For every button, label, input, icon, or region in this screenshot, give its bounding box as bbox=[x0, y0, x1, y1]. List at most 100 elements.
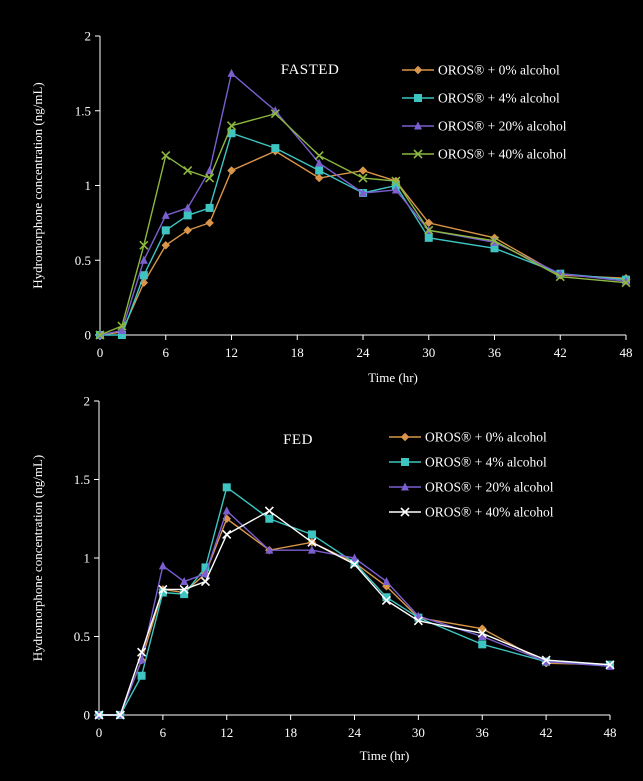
data-point bbox=[183, 211, 192, 220]
data-point bbox=[183, 203, 192, 212]
data-point bbox=[413, 616, 423, 626]
legend-label: OROS® + 20% alcohol bbox=[438, 119, 567, 134]
legend-entry: OROS® + 40% alcohol bbox=[402, 147, 567, 162]
y-tick-label: 1 bbox=[84, 551, 91, 566]
legend-label: OROS® + 40% alcohol bbox=[438, 147, 567, 162]
data-point bbox=[227, 129, 236, 138]
data-point bbox=[137, 647, 147, 657]
data-point bbox=[264, 506, 274, 516]
chart-title: FED bbox=[283, 432, 313, 448]
x-tick-label: 18 bbox=[291, 345, 304, 360]
data-point bbox=[222, 506, 231, 515]
legend-swatch-marker bbox=[400, 507, 410, 517]
legend-swatch-marker bbox=[414, 94, 422, 102]
data-point bbox=[424, 233, 433, 242]
data-point bbox=[137, 671, 146, 680]
legend-entry: OROS® + 0% alcohol bbox=[389, 430, 547, 445]
legend-swatch-marker bbox=[401, 482, 409, 491]
data-point bbox=[137, 655, 146, 664]
data-point bbox=[382, 593, 391, 602]
data-point bbox=[349, 559, 360, 569]
legend-swatch-marker bbox=[401, 458, 409, 466]
data-point bbox=[222, 529, 232, 540]
data-point bbox=[424, 225, 434, 235]
legend-label: OROS® + 0% alcohol bbox=[438, 63, 560, 78]
x-tick-label: 30 bbox=[412, 725, 425, 740]
data-point bbox=[183, 165, 193, 176]
data-point bbox=[200, 576, 211, 587]
y-tick-label: 0 bbox=[84, 708, 91, 723]
data-point bbox=[541, 655, 551, 665]
legend-label: OROS® + 4% alcohol bbox=[438, 91, 560, 106]
legend-entry: OROS® + 4% alcohol bbox=[389, 455, 547, 470]
data-point bbox=[477, 628, 487, 638]
data-point bbox=[161, 151, 171, 161]
series-2 bbox=[96, 68, 630, 339]
x-tick-label: 0 bbox=[97, 345, 104, 360]
x-tick-label: 48 bbox=[604, 725, 617, 740]
data-point bbox=[490, 244, 499, 253]
data-point bbox=[95, 330, 105, 340]
legend-label: OROS® + 40% alcohol bbox=[425, 505, 554, 520]
fed-chart: 0 0.5 1 1.5 2 0 6 12 18 24 30 36 42 48 Time (hr) Hydrom… bbox=[30, 394, 617, 764]
data-point bbox=[158, 588, 167, 597]
data-point bbox=[350, 553, 359, 562]
data-point bbox=[180, 577, 189, 586]
data-point bbox=[315, 158, 324, 167]
x-tick-label: 36 bbox=[476, 725, 490, 740]
data-point bbox=[350, 558, 359, 567]
y-tick-label: 0 bbox=[85, 328, 92, 343]
data-point bbox=[414, 611, 423, 620]
legend-label: OROS® + 0% alcohol bbox=[425, 430, 547, 445]
y-tick-label: 1.5 bbox=[75, 103, 91, 118]
x-tick-label: 24 bbox=[357, 345, 371, 360]
legend-swatch-marker bbox=[413, 149, 423, 159]
y-tick-label: 2 bbox=[84, 394, 91, 409]
legend: OROS® + 0% alcohol OROS® + 4% alcohol OROS… bbox=[389, 430, 554, 520]
legend-entry: OROS® + 20% alcohol bbox=[402, 119, 567, 134]
y-tick-label: 0.5 bbox=[75, 253, 91, 268]
data-point bbox=[307, 537, 317, 547]
series-2 bbox=[95, 506, 614, 719]
data-point bbox=[117, 331, 126, 339]
data-point bbox=[161, 240, 171, 250]
legend: OROS® + 0% alcohol OROS® + 4% alcohol OROS… bbox=[402, 63, 567, 162]
x-tick-label: 48 bbox=[620, 345, 633, 360]
legend-swatch-marker bbox=[400, 432, 410, 442]
data-point bbox=[117, 321, 127, 331]
legend-swatch-marker bbox=[413, 65, 423, 75]
x-tick-label: 24 bbox=[348, 725, 362, 740]
data-point bbox=[478, 632, 487, 640]
data-point bbox=[94, 710, 104, 720]
data-point bbox=[307, 530, 316, 539]
data-point bbox=[205, 218, 214, 228]
series-line bbox=[99, 517, 611, 716]
data-point bbox=[139, 255, 148, 264]
x-tick-label: 30 bbox=[422, 345, 435, 360]
data-point bbox=[183, 225, 193, 235]
data-point bbox=[205, 173, 215, 183]
x-tick-label: 0 bbox=[96, 725, 103, 740]
x-tick-label: 36 bbox=[488, 345, 502, 360]
data-point bbox=[265, 545, 274, 554]
data-point bbox=[605, 660, 615, 670]
legend-swatch-marker bbox=[414, 121, 422, 130]
series-line bbox=[99, 509, 611, 716]
series-line bbox=[99, 72, 627, 336]
x-tick-label: 18 bbox=[284, 725, 297, 740]
data-point bbox=[205, 203, 214, 212]
series-line bbox=[99, 510, 611, 716]
x-tick-label: 42 bbox=[554, 345, 567, 360]
data-point bbox=[382, 577, 391, 586]
data-point bbox=[307, 545, 316, 554]
data-point bbox=[227, 68, 236, 77]
data-point bbox=[391, 185, 400, 194]
series-0 bbox=[95, 146, 631, 340]
x-tick-label: 12 bbox=[220, 725, 233, 740]
y-axis-label: Hydromorphone concentration (ng/mL) bbox=[30, 455, 45, 662]
x-tick-label: 6 bbox=[160, 725, 167, 740]
data-point bbox=[227, 166, 236, 175]
y-tick-label: 0.5 bbox=[74, 629, 90, 644]
chart-title: FASTED bbox=[281, 62, 340, 78]
